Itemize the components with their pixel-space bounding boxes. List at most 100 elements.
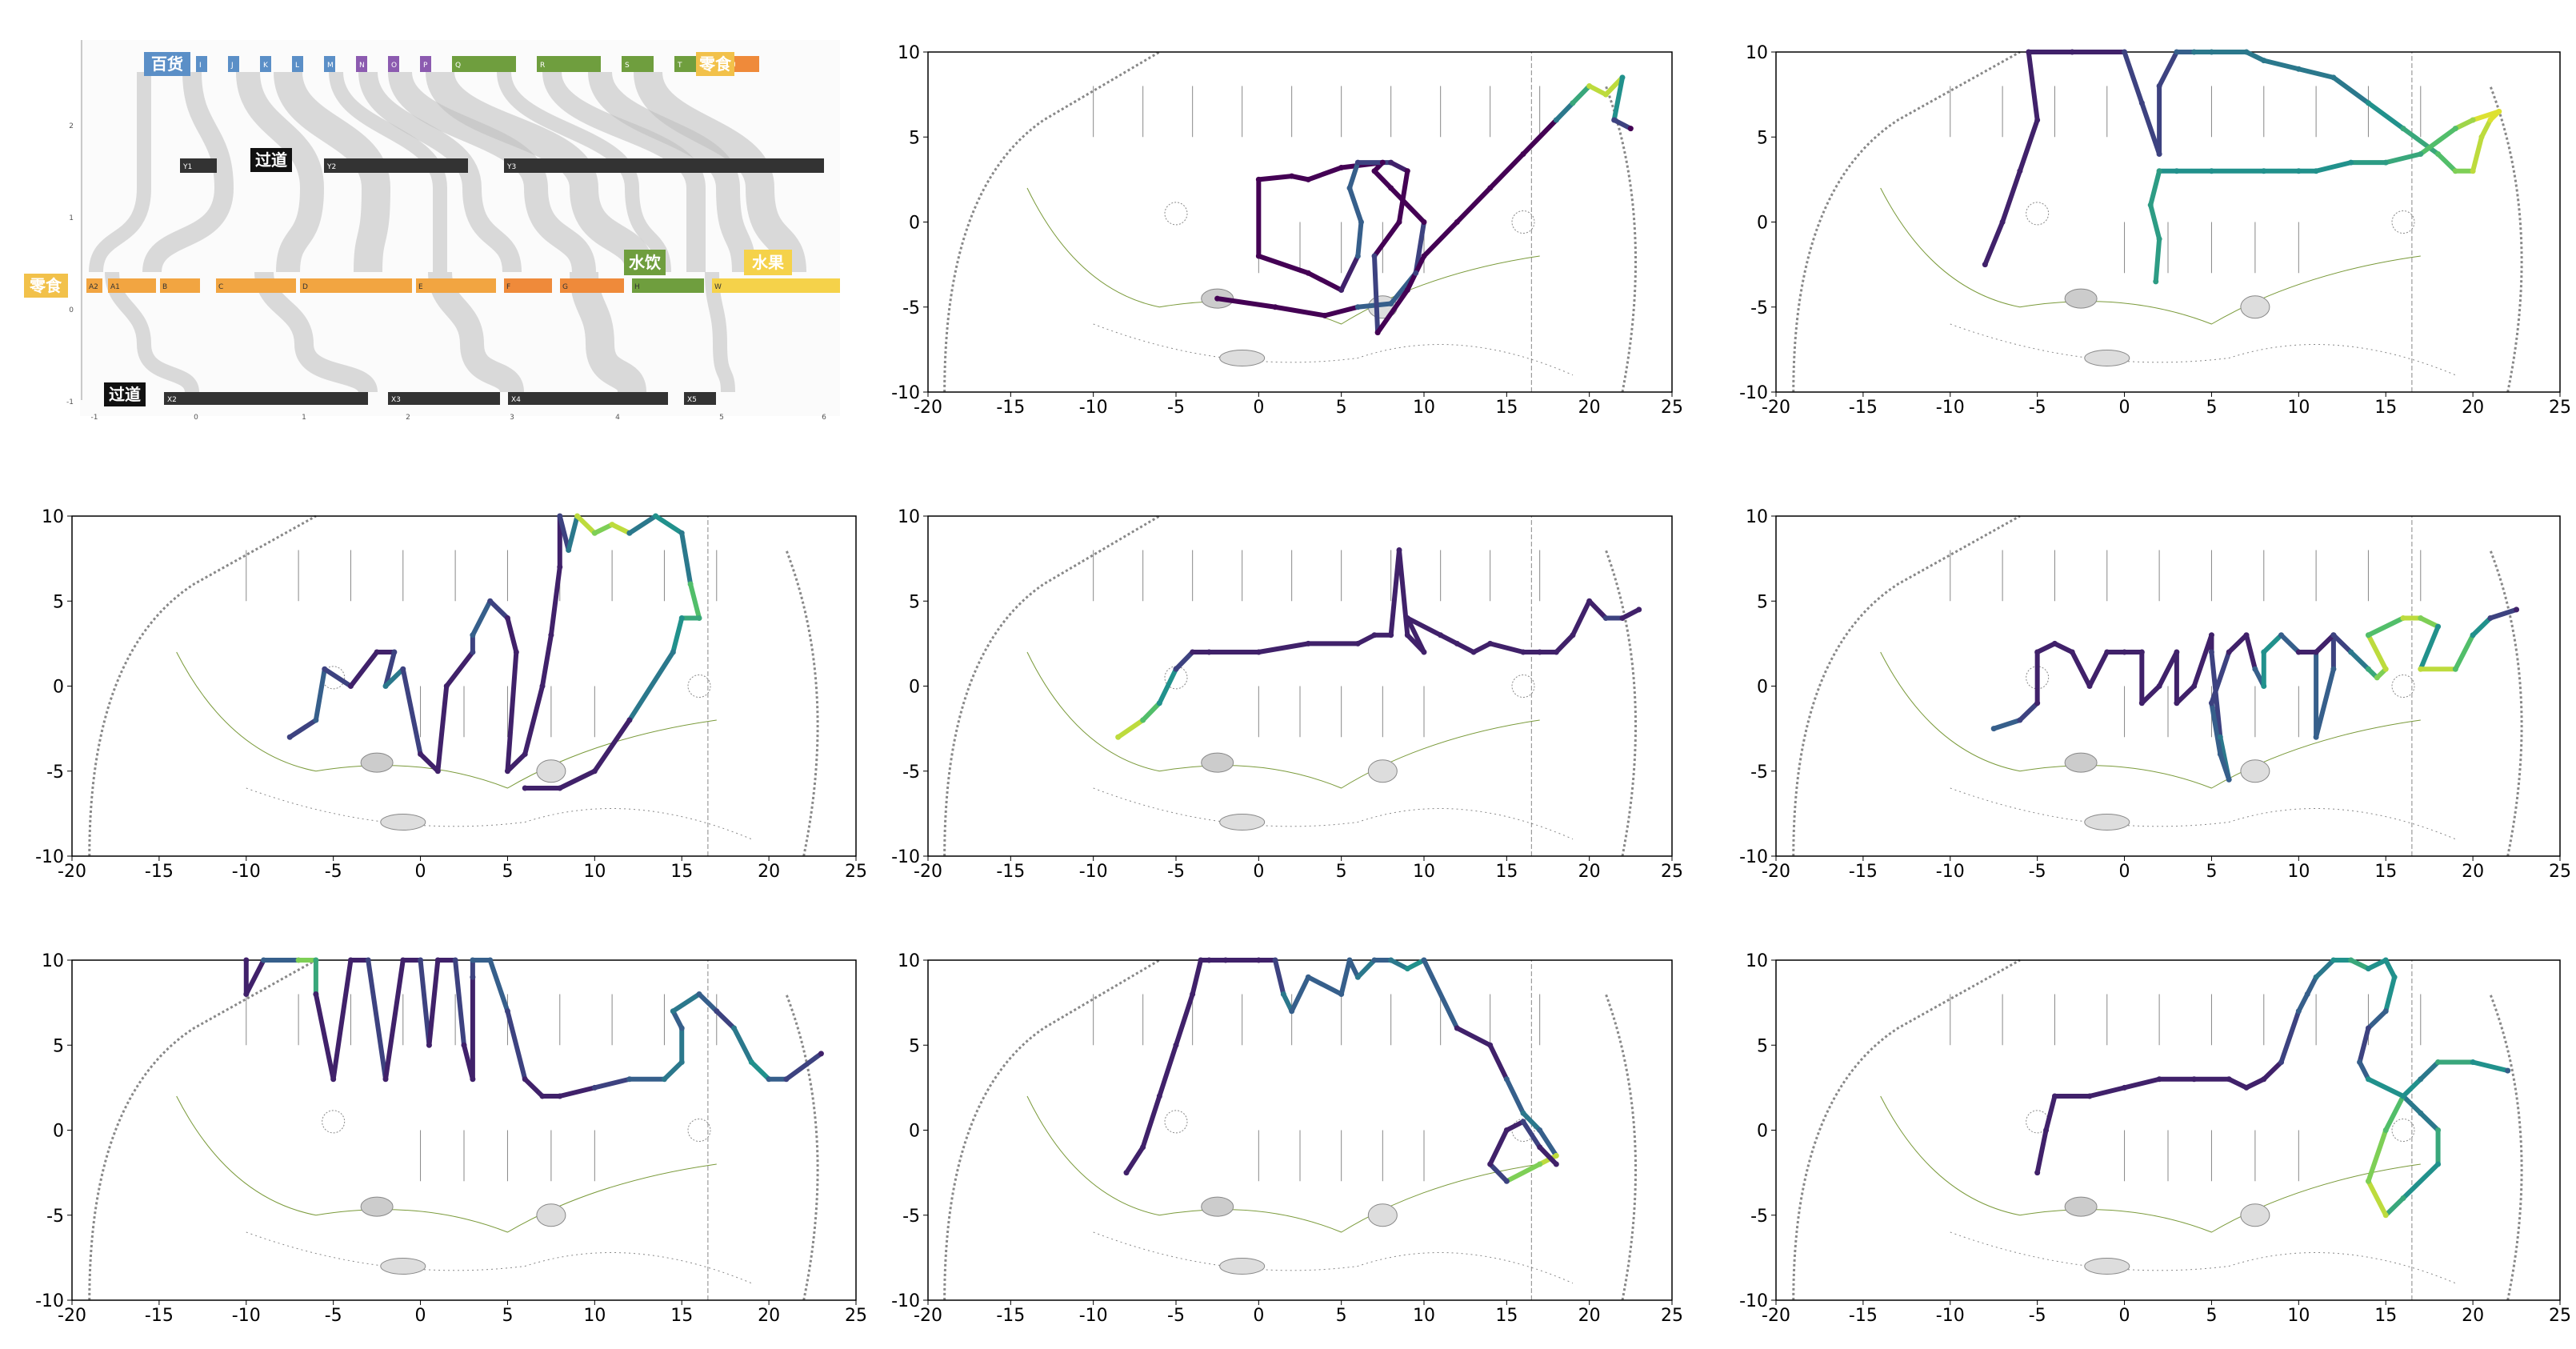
trajectory-segment	[1124, 1144, 1146, 1175]
sankey-row-label-bg	[24, 274, 68, 298]
x-tick-label: -15	[996, 862, 1025, 882]
trajectory-segment	[1347, 160, 1361, 190]
trajectory-segment	[1372, 254, 1381, 335]
trajectory-segment	[540, 632, 554, 689]
trajectory-point	[2418, 666, 2424, 672]
floor-plan	[88, 959, 819, 1301]
trajectory-point	[609, 522, 615, 528]
floor-circle	[1164, 1110, 1188, 1134]
trajectory-point	[1537, 649, 1543, 655]
trajectory-point	[2153, 278, 2159, 285]
x-tick-label: 0	[1253, 862, 1264, 882]
trajectory-segment	[1438, 632, 1460, 646]
sankey-top-bar	[452, 56, 516, 72]
trajectory-segment	[592, 1076, 632, 1091]
trajectory-segment	[2218, 751, 2232, 783]
x-tick-label: 10	[583, 1306, 606, 1326]
trajectory-point	[2156, 683, 2162, 689]
trajectory-segment	[1405, 615, 1443, 638]
sankey-a-bar-label: D	[302, 283, 308, 291]
y-tick-label: -10	[35, 1291, 64, 1311]
trajectory-segment	[2226, 632, 2249, 654]
trajectory-segment	[2383, 958, 2398, 980]
x-tick-label: 25	[845, 1306, 867, 1326]
trajectory-segment	[1273, 304, 1327, 318]
trajectory-segment	[626, 514, 658, 536]
x-tick-label: 20	[2462, 862, 2484, 882]
trajectory-segment	[505, 751, 528, 774]
trajectory-point	[1636, 606, 1642, 613]
floor-island	[2064, 1196, 2098, 1217]
y-tick-label: -10	[891, 1291, 920, 1311]
sankey-flow	[254, 270, 378, 394]
trajectory-segment	[2261, 58, 2302, 72]
x-tick-label: 20	[1578, 862, 1601, 882]
trajectory-segment	[1487, 1162, 1510, 1184]
trajectory-segment	[383, 666, 406, 689]
trajectory-point	[2496, 108, 2502, 114]
trajectory-point	[1358, 219, 1364, 225]
trajectory-segment	[1504, 1076, 1526, 1116]
x-tick-label: -15	[996, 398, 1025, 418]
trajectory-point	[2348, 957, 2354, 963]
trajectory-point	[1570, 100, 1576, 106]
trajectory-segment	[1388, 186, 1426, 225]
trajectory-segment	[522, 683, 545, 757]
trajectory-point	[626, 1076, 633, 1083]
x-tick-label: 15	[2374, 862, 2397, 882]
trajectory-point	[2191, 683, 2198, 689]
floor-wall-right	[2489, 993, 2523, 1301]
trajectory-point	[1537, 1144, 1543, 1151]
trajectory-segment	[366, 958, 388, 1082]
x-tick-label: -15	[145, 862, 174, 882]
trajectory-point	[1255, 253, 1262, 259]
sankey-x-bar-label: X3	[391, 396, 401, 404]
trajectory-panel-7: -20 -15 -10 -5 0 5 10 15 20 25 10 5 0 -5 -10	[888, 940, 1688, 1340]
sankey-aisle-label-bg	[104, 382, 146, 406]
sankey-flow	[236, 71, 325, 273]
trajectory-point	[1520, 1110, 1526, 1116]
trajectory-point	[2174, 700, 2180, 707]
floor-circle	[687, 1119, 711, 1142]
trajectory-segment	[313, 991, 336, 1082]
x-tick-label: 25	[1661, 398, 1683, 418]
trajectory-segment	[1281, 991, 1294, 1014]
sankey-flow	[428, 270, 524, 394]
trajectory-segment	[2017, 700, 2040, 723]
trajectory-point	[1421, 957, 1427, 963]
trajectory-segment	[1306, 975, 1344, 997]
trajectory-segment	[1487, 151, 1526, 190]
trajectory-point	[2174, 168, 2180, 174]
trajectory-point	[461, 1042, 467, 1048]
floor-island	[2064, 288, 2098, 309]
trajectory-point	[2156, 1076, 2162, 1083]
trajectory-segment	[2366, 632, 2389, 672]
y-tick-label: -5	[902, 763, 920, 783]
trajectory-point	[2348, 159, 2354, 166]
x-tick-label: 10	[1413, 1306, 1435, 1326]
floor-dotted-curve	[246, 1231, 752, 1284]
sankey-label-aisle-lower: 过道	[109, 385, 141, 404]
trajectory-chart: -20 -15 -10 -5 0 5 10 15 20 25 10 5 0 -5 -10	[1739, 951, 2571, 1326]
trajectory-segment	[2348, 958, 2371, 971]
trajectory-point	[2382, 957, 2389, 963]
x-tick-label: 15	[1495, 398, 1518, 418]
trajectory-point	[2208, 632, 2214, 638]
trajectory-point	[2138, 649, 2145, 655]
trajectory-point	[731, 1025, 738, 1031]
trajectory-point	[1602, 615, 1609, 621]
floor-wall-left	[1792, 514, 2021, 857]
sankey-a-bar-label: G	[562, 283, 568, 291]
trajectory-segment	[1140, 1094, 1162, 1150]
trajectory-point	[1190, 991, 1196, 997]
trajectory-segment	[2034, 1127, 2049, 1175]
sankey-flow	[588, 70, 756, 273]
trajectory-segment	[2157, 50, 2179, 89]
trajectory-segment	[2087, 1085, 2127, 1099]
sankey-a-bar	[416, 278, 496, 293]
x-tick-label: -5	[1167, 1306, 1185, 1326]
trajectory-point	[2208, 700, 2214, 707]
trajectory-point	[2104, 649, 2110, 655]
trajectory-point	[2217, 734, 2223, 740]
trajectory-segment	[2330, 74, 2371, 106]
